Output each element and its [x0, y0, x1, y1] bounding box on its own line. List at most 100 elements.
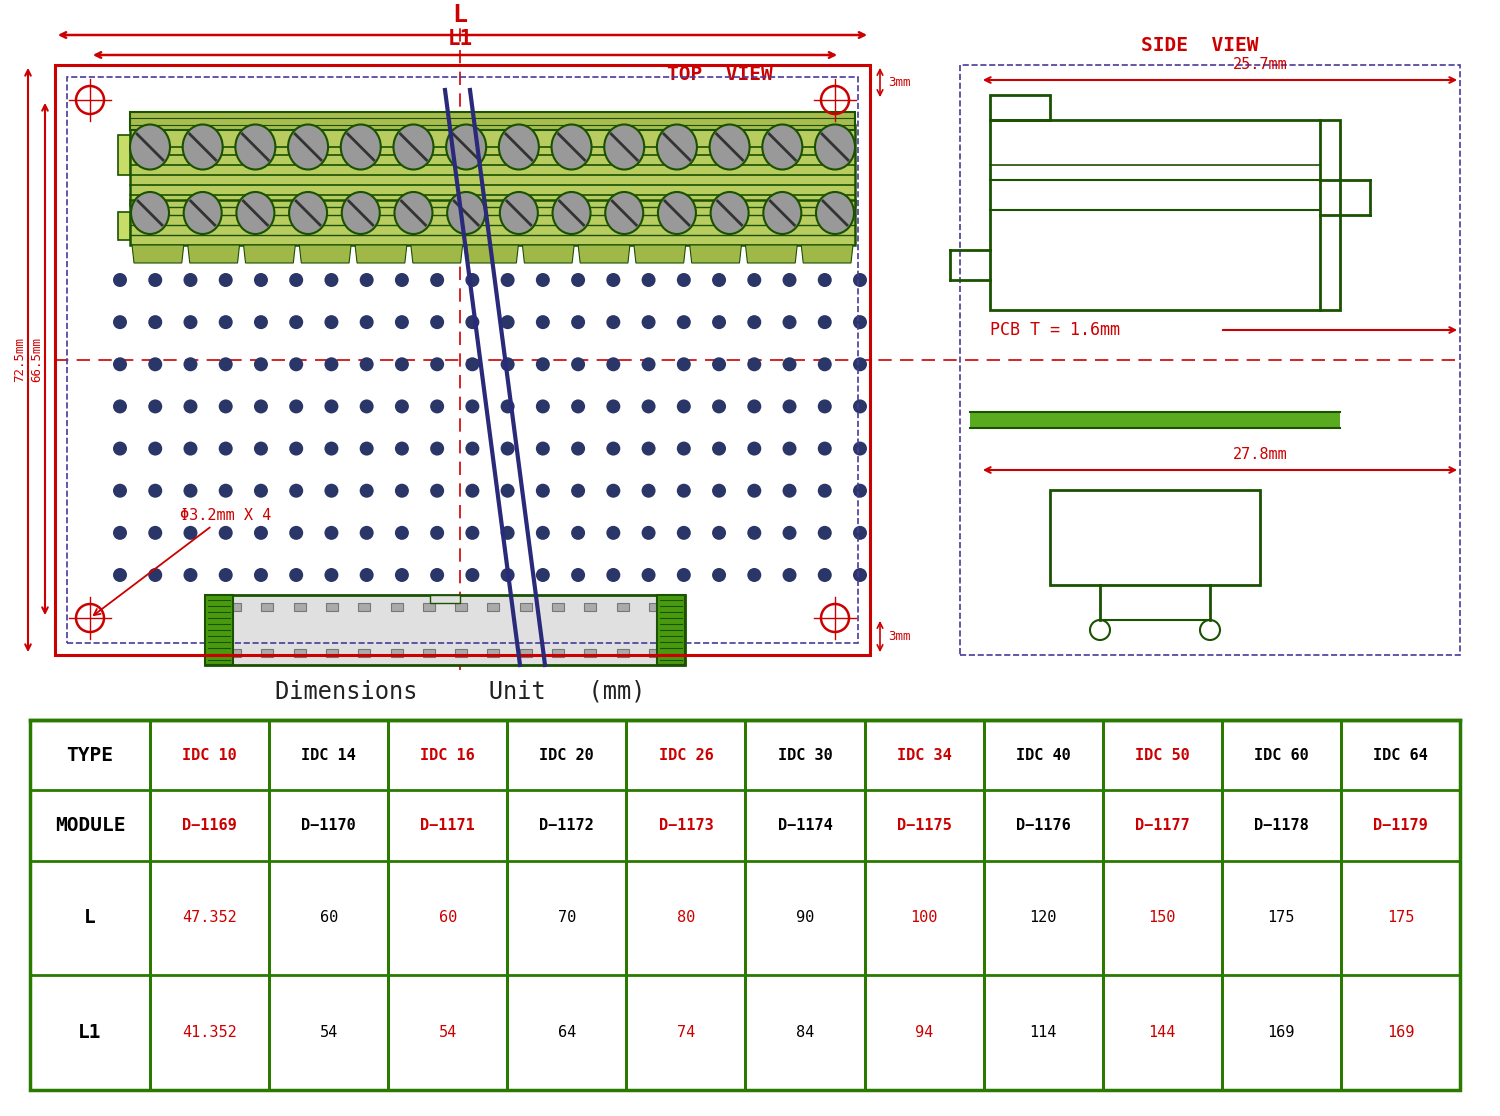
Bar: [585, 603, 597, 610]
Circle shape: [642, 357, 656, 372]
Circle shape: [183, 315, 198, 329]
Bar: [430, 595, 460, 603]
Circle shape: [642, 442, 656, 455]
Text: IDC 20: IDC 20: [540, 748, 594, 762]
Bar: [990, 121, 1340, 310]
Text: 114: 114: [1029, 1026, 1057, 1040]
Circle shape: [465, 526, 480, 540]
Text: IDC 34: IDC 34: [897, 748, 951, 762]
Text: SIDE  VIEW: SIDE VIEW: [1142, 36, 1258, 55]
Circle shape: [465, 315, 480, 329]
Bar: [552, 650, 564, 657]
Bar: [358, 650, 370, 657]
Text: D−1172: D−1172: [540, 818, 594, 833]
Circle shape: [112, 568, 128, 583]
Circle shape: [747, 357, 762, 372]
Polygon shape: [188, 246, 240, 263]
Ellipse shape: [552, 192, 591, 234]
Circle shape: [394, 315, 410, 329]
Bar: [520, 603, 532, 610]
Bar: [326, 603, 338, 610]
Bar: [56, 65, 870, 655]
Ellipse shape: [552, 125, 591, 170]
Polygon shape: [132, 246, 184, 263]
Circle shape: [783, 273, 796, 287]
Text: 60: 60: [438, 911, 458, 925]
Circle shape: [676, 442, 692, 455]
Circle shape: [572, 526, 585, 540]
Circle shape: [606, 442, 621, 455]
Circle shape: [112, 315, 128, 329]
Text: IDC 40: IDC 40: [1016, 748, 1071, 762]
Circle shape: [254, 568, 268, 583]
Circle shape: [360, 273, 374, 287]
Bar: [990, 95, 1050, 121]
Text: L1: L1: [78, 1023, 102, 1042]
Circle shape: [254, 357, 268, 372]
Circle shape: [501, 315, 515, 329]
Text: IDC 10: IDC 10: [182, 748, 237, 762]
Bar: [423, 650, 435, 657]
Text: TYPE: TYPE: [66, 745, 114, 764]
Circle shape: [783, 442, 796, 455]
Circle shape: [606, 526, 621, 540]
Text: 66.5mm: 66.5mm: [30, 337, 44, 383]
Circle shape: [324, 400, 339, 413]
Circle shape: [324, 273, 339, 287]
Text: MODULE: MODULE: [54, 816, 124, 835]
Bar: [230, 650, 242, 657]
Circle shape: [324, 526, 339, 540]
Text: 169: 169: [1268, 1026, 1294, 1040]
Circle shape: [783, 483, 796, 498]
Circle shape: [254, 400, 268, 413]
Circle shape: [148, 483, 162, 498]
Circle shape: [254, 315, 268, 329]
Ellipse shape: [183, 125, 222, 170]
Circle shape: [360, 442, 374, 455]
Polygon shape: [522, 246, 574, 263]
Circle shape: [572, 315, 585, 329]
Text: D−1173: D−1173: [658, 818, 714, 833]
Text: 94: 94: [915, 1026, 933, 1040]
Circle shape: [712, 357, 726, 372]
Circle shape: [360, 357, 374, 372]
Bar: [68, 77, 858, 643]
Circle shape: [676, 400, 692, 413]
Text: 169: 169: [1388, 1026, 1414, 1040]
Circle shape: [853, 315, 867, 329]
Text: 72.5mm: 72.5mm: [13, 337, 26, 383]
Circle shape: [783, 400, 796, 413]
Circle shape: [783, 315, 796, 329]
Text: L: L: [453, 3, 468, 27]
Text: 27.8mm: 27.8mm: [1233, 448, 1287, 462]
Ellipse shape: [657, 125, 698, 170]
Circle shape: [324, 357, 339, 372]
Text: 74: 74: [676, 1026, 694, 1040]
Bar: [454, 650, 466, 657]
Text: 144: 144: [1149, 1026, 1176, 1040]
Circle shape: [501, 568, 515, 583]
Text: D−1179: D−1179: [1372, 818, 1428, 833]
Polygon shape: [243, 246, 296, 263]
Circle shape: [501, 400, 515, 413]
Text: 25.7mm: 25.7mm: [1233, 57, 1287, 73]
Circle shape: [642, 400, 656, 413]
Circle shape: [360, 526, 374, 540]
Circle shape: [183, 273, 198, 287]
Circle shape: [430, 400, 444, 413]
Circle shape: [853, 526, 867, 540]
Circle shape: [112, 483, 128, 498]
Text: 175: 175: [1388, 911, 1414, 925]
Circle shape: [465, 273, 480, 287]
Circle shape: [112, 400, 128, 413]
Circle shape: [676, 568, 692, 583]
Circle shape: [712, 315, 726, 329]
Text: L: L: [84, 908, 96, 927]
Bar: [261, 650, 273, 657]
Circle shape: [254, 483, 268, 498]
Circle shape: [606, 483, 621, 498]
Bar: [616, 650, 628, 657]
Circle shape: [818, 357, 833, 372]
Circle shape: [536, 400, 550, 413]
Text: D−1175: D−1175: [897, 818, 951, 833]
